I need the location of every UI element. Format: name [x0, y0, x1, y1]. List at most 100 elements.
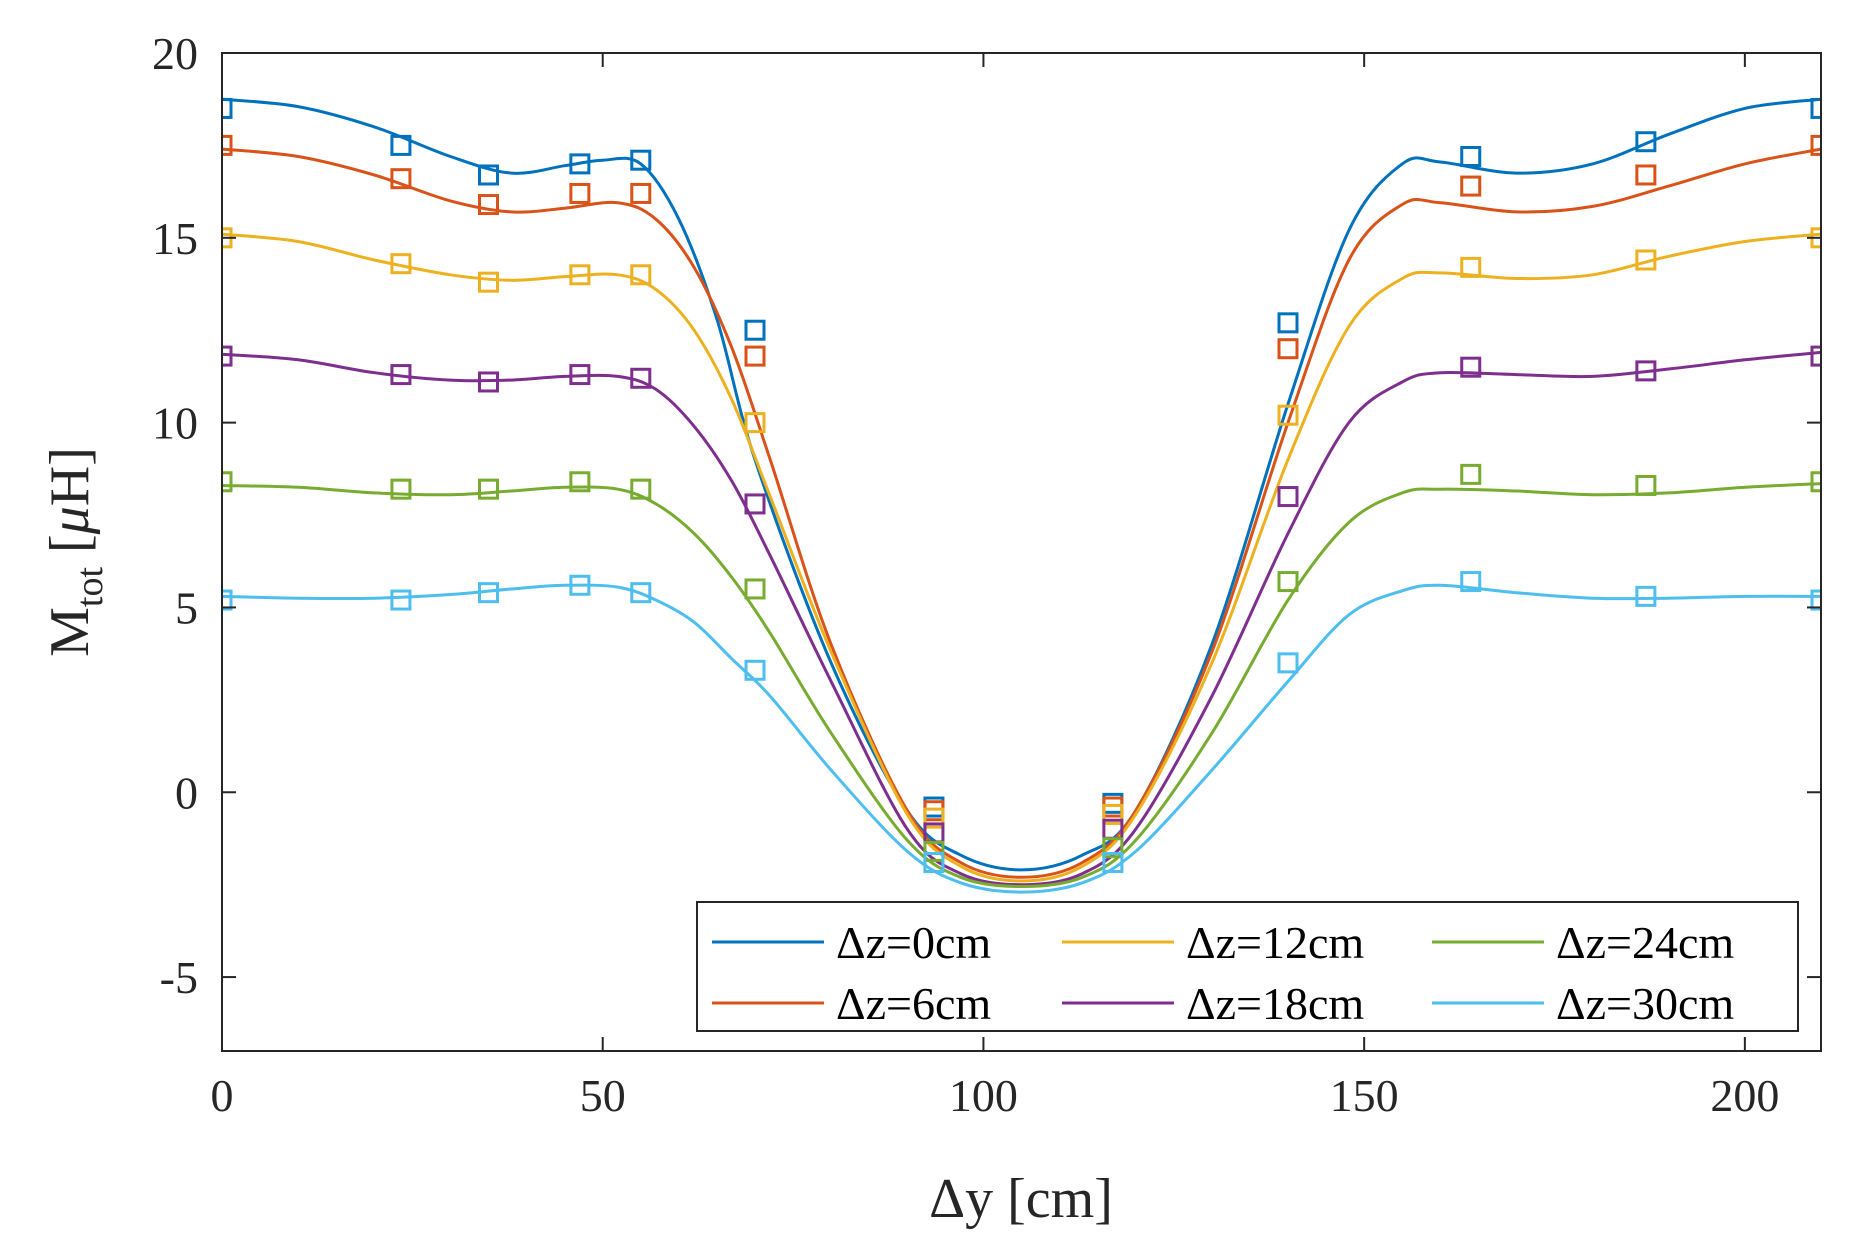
data-point-marker — [1635, 249, 1657, 271]
data-point-marker — [1277, 571, 1299, 593]
y-axis-label-unit-open: [ — [39, 534, 101, 567]
data-point-marker — [1635, 164, 1657, 186]
data-point-marker — [478, 371, 499, 393]
series-6 — [222, 571, 1821, 894]
data-point-marker — [390, 364, 412, 386]
data-point-marker — [1277, 486, 1299, 508]
legend-box — [696, 901, 1799, 1032]
data-point-marker — [222, 97, 233, 119]
y-axis-label-base: M — [39, 607, 101, 657]
data-point-marker — [1460, 175, 1482, 197]
data-point-marker — [1460, 571, 1482, 593]
data-point-marker — [390, 253, 412, 275]
data-point-marker — [1635, 474, 1657, 496]
y-tick-label: -5 — [160, 952, 198, 1003]
data-point-marker — [1102, 851, 1124, 873]
y-axis-label: Mtot [μH] — [39, 447, 111, 657]
data-point-marker — [630, 582, 652, 604]
data-point-marker — [1460, 356, 1482, 378]
y-axis-label-unit-rest: H] — [39, 447, 101, 506]
y-axis-label-subscript: tot — [69, 567, 111, 608]
data-point-marker — [923, 840, 945, 862]
data-point-marker — [1635, 360, 1657, 382]
data-point-marker — [222, 134, 233, 156]
data-point-marker — [1102, 837, 1124, 859]
data-point-marker — [744, 345, 766, 367]
series-line — [222, 147, 1821, 879]
data-point-marker — [569, 153, 591, 175]
data-point-marker — [1277, 652, 1299, 674]
data-point-marker — [569, 182, 591, 204]
x-axis-label: Δy [cm] — [929, 1168, 1113, 1230]
legend-entry-label: Δz=24cm — [1556, 917, 1734, 968]
legend-entry-label: Δz=0cm — [836, 917, 991, 968]
data-point-marker — [1277, 312, 1299, 334]
y-tick-label: 15 — [152, 213, 198, 264]
data-point-marker — [744, 412, 766, 434]
series-4 — [222, 345, 1821, 887]
data-point-marker — [1277, 338, 1299, 360]
data-point-marker — [630, 264, 652, 286]
legend-entry-label: Δz=30cm — [1556, 978, 1734, 1029]
data-point-marker — [923, 851, 945, 873]
legend: Δz=0cm Δz=6cm Δz=12cm Δz=18cm Δz=24cm Δz=30cm — [696, 901, 1799, 1032]
tick-layer: 0 50 100 150 200 -5 0 5 10 15 20 — [152, 28, 1821, 1121]
legend-entry-label: Δz=6cm — [836, 978, 991, 1029]
data-point-marker — [478, 582, 499, 604]
data-point-marker — [390, 478, 412, 500]
series-line — [222, 583, 1821, 894]
data-point-marker — [1277, 404, 1299, 426]
x-tick-label: 0 — [211, 1070, 234, 1121]
series-layer — [222, 97, 1821, 894]
data-point-marker — [923, 807, 945, 829]
series-5 — [222, 463, 1821, 889]
x-tick-label: 150 — [1330, 1070, 1399, 1121]
data-point-marker — [630, 182, 652, 204]
data-point-marker — [1810, 97, 1821, 119]
data-point-marker — [478, 164, 499, 186]
y-axis-label-unit-mu: μ — [39, 506, 101, 535]
x-tick-label: 200 — [1710, 1070, 1779, 1121]
data-point-marker — [390, 134, 412, 156]
series-line — [222, 350, 1821, 887]
data-point-marker — [569, 264, 591, 286]
data-point-marker — [1460, 256, 1482, 278]
data-point-marker — [390, 589, 412, 611]
data-point-marker — [478, 478, 499, 500]
y-tick-label: 20 — [152, 28, 198, 79]
data-point-marker — [478, 271, 499, 293]
series-line — [222, 482, 1821, 889]
data-point-marker — [744, 493, 766, 515]
data-point-marker — [630, 149, 652, 171]
data-point-marker — [1810, 471, 1821, 493]
data-point-marker — [222, 471, 233, 493]
legend-entry-label: Δz=12cm — [1186, 917, 1364, 968]
data-point-marker — [630, 478, 652, 500]
data-point-marker — [744, 659, 766, 681]
data-point-marker — [478, 194, 499, 216]
data-point-marker — [569, 574, 591, 596]
data-point-marker — [744, 319, 766, 341]
data-point-marker — [1460, 145, 1482, 167]
data-point-marker — [222, 589, 233, 611]
data-point-marker — [222, 345, 233, 367]
data-point-marker — [1635, 131, 1657, 153]
data-point-marker — [1810, 345, 1821, 367]
y-tick-label: 10 — [152, 398, 198, 449]
data-point-marker — [1635, 585, 1657, 607]
data-point-marker — [390, 168, 412, 190]
x-tick-label: 50 — [580, 1070, 626, 1121]
data-point-marker — [1810, 589, 1821, 611]
y-tick-label: 0 — [175, 767, 198, 818]
data-point-marker — [1102, 803, 1124, 825]
data-point-marker — [630, 367, 652, 389]
y-tick-label: 5 — [175, 582, 198, 633]
series-2 — [222, 134, 1821, 879]
x-tick-label: 100 — [949, 1070, 1018, 1121]
data-point-marker — [1460, 463, 1482, 485]
data-point-marker — [1810, 134, 1821, 156]
plot-frame — [221, 52, 1822, 1052]
series-line — [222, 97, 1821, 872]
data-point-marker — [569, 471, 591, 493]
